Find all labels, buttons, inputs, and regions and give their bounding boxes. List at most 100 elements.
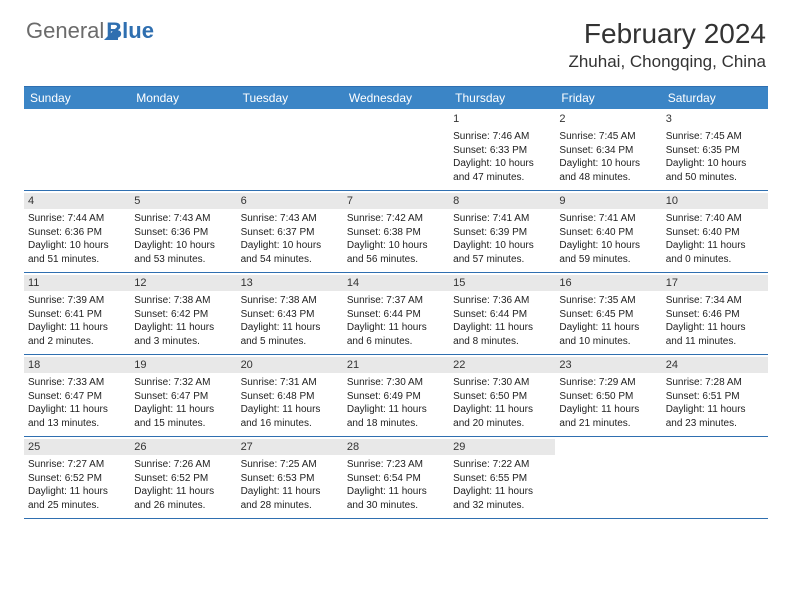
day-number-row: 22	[449, 357, 555, 373]
weekday-sunday: Sunday	[24, 87, 130, 109]
weekday-thursday: Thursday	[449, 87, 555, 109]
weekday-tuesday: Tuesday	[237, 87, 343, 109]
day-sr: Sunrise: 7:26 AM	[134, 458, 232, 472]
day-cell-empty	[130, 109, 236, 190]
day-d2: and 11 minutes.	[666, 335, 764, 349]
day-cell-21: 21Sunrise: 7:30 AMSunset: 6:49 PMDayligh…	[343, 355, 449, 436]
day-cell-empty	[662, 437, 768, 518]
day-ss: Sunset: 6:55 PM	[453, 472, 551, 486]
day-d2: and 3 minutes.	[134, 335, 232, 349]
day-ss: Sunset: 6:38 PM	[347, 226, 445, 240]
day-d2: and 0 minutes.	[666, 253, 764, 267]
weekday-saturday: Saturday	[662, 87, 768, 109]
day-sr: Sunrise: 7:22 AM	[453, 458, 551, 472]
day-number: 14	[347, 277, 445, 289]
day-number-row: 8	[449, 193, 555, 209]
day-d2: and 53 minutes.	[134, 253, 232, 267]
day-d1: Daylight: 10 hours	[134, 239, 232, 253]
day-sr: Sunrise: 7:30 AM	[453, 376, 551, 390]
day-sr: Sunrise: 7:44 AM	[28, 212, 126, 226]
day-cell-22: 22Sunrise: 7:30 AMSunset: 6:50 PMDayligh…	[449, 355, 555, 436]
day-cell-empty	[237, 109, 343, 190]
day-ss: Sunset: 6:54 PM	[347, 472, 445, 486]
day-number: 6	[241, 195, 339, 207]
day-cell-empty	[555, 437, 661, 518]
day-number: 21	[347, 359, 445, 371]
day-sr: Sunrise: 7:43 AM	[241, 212, 339, 226]
day-ss: Sunset: 6:53 PM	[241, 472, 339, 486]
day-sr: Sunrise: 7:36 AM	[453, 294, 551, 308]
day-ss: Sunset: 6:47 PM	[134, 390, 232, 404]
day-number-row: 1	[449, 111, 555, 127]
day-number: 18	[28, 359, 126, 371]
day-sr: Sunrise: 7:38 AM	[241, 294, 339, 308]
day-ss: Sunset: 6:34 PM	[559, 144, 657, 158]
day-ss: Sunset: 6:44 PM	[453, 308, 551, 322]
day-number: 10	[666, 195, 764, 207]
day-d1: Daylight: 10 hours	[241, 239, 339, 253]
day-d2: and 8 minutes.	[453, 335, 551, 349]
logo-text-2: Blue	[106, 18, 154, 44]
day-d1: Daylight: 11 hours	[28, 403, 126, 417]
day-number: 12	[134, 277, 232, 289]
day-ss: Sunset: 6:50 PM	[453, 390, 551, 404]
day-d2: and 30 minutes.	[347, 499, 445, 513]
day-number-row: 26	[130, 439, 236, 455]
day-cell-29: 29Sunrise: 7:22 AMSunset: 6:55 PMDayligh…	[449, 437, 555, 518]
day-sr: Sunrise: 7:32 AM	[134, 376, 232, 390]
day-cell-16: 16Sunrise: 7:35 AMSunset: 6:45 PMDayligh…	[555, 273, 661, 354]
week-row: 11Sunrise: 7:39 AMSunset: 6:41 PMDayligh…	[24, 273, 768, 355]
day-cell-3: 3Sunrise: 7:45 AMSunset: 6:35 PMDaylight…	[662, 109, 768, 190]
day-number-row: 28	[343, 439, 449, 455]
day-d1: Daylight: 10 hours	[453, 239, 551, 253]
day-sr: Sunrise: 7:38 AM	[134, 294, 232, 308]
day-number: 5	[134, 195, 232, 207]
day-d1: Daylight: 10 hours	[453, 157, 551, 171]
day-cell-19: 19Sunrise: 7:32 AMSunset: 6:47 PMDayligh…	[130, 355, 236, 436]
day-cell-9: 9Sunrise: 7:41 AMSunset: 6:40 PMDaylight…	[555, 191, 661, 272]
day-number-row: 23	[555, 357, 661, 373]
day-ss: Sunset: 6:36 PM	[134, 226, 232, 240]
day-d2: and 54 minutes.	[241, 253, 339, 267]
location: Zhuhai, Chongqing, China	[568, 52, 766, 72]
day-number-row: 14	[343, 275, 449, 291]
day-number-row: 29	[449, 439, 555, 455]
day-number-row: 5	[130, 193, 236, 209]
day-number: 15	[453, 277, 551, 289]
day-sr: Sunrise: 7:35 AM	[559, 294, 657, 308]
day-sr: Sunrise: 7:45 AM	[666, 130, 764, 144]
weekday-friday: Friday	[555, 87, 661, 109]
day-d2: and 5 minutes.	[241, 335, 339, 349]
day-sr: Sunrise: 7:29 AM	[559, 376, 657, 390]
day-d1: Daylight: 11 hours	[28, 485, 126, 499]
day-number: 16	[559, 277, 657, 289]
weekday-wednesday: Wednesday	[343, 87, 449, 109]
day-number-row: 2	[555, 111, 661, 127]
day-ss: Sunset: 6:47 PM	[28, 390, 126, 404]
day-cell-28: 28Sunrise: 7:23 AMSunset: 6:54 PMDayligh…	[343, 437, 449, 518]
day-d2: and 6 minutes.	[347, 335, 445, 349]
day-ss: Sunset: 6:37 PM	[241, 226, 339, 240]
day-number-row: 15	[449, 275, 555, 291]
day-sr: Sunrise: 7:45 AM	[559, 130, 657, 144]
day-cell-2: 2Sunrise: 7:45 AMSunset: 6:34 PMDaylight…	[555, 109, 661, 190]
day-ss: Sunset: 6:40 PM	[666, 226, 764, 240]
day-number: 8	[453, 195, 551, 207]
day-cell-27: 27Sunrise: 7:25 AMSunset: 6:53 PMDayligh…	[237, 437, 343, 518]
day-sr: Sunrise: 7:30 AM	[347, 376, 445, 390]
day-ss: Sunset: 6:40 PM	[559, 226, 657, 240]
logo: General Blue	[26, 18, 154, 44]
day-sr: Sunrise: 7:28 AM	[666, 376, 764, 390]
day-d2: and 15 minutes.	[134, 417, 232, 431]
day-number: 17	[666, 277, 764, 289]
day-number-row: 6	[237, 193, 343, 209]
week-row: 25Sunrise: 7:27 AMSunset: 6:52 PMDayligh…	[24, 437, 768, 519]
day-cell-15: 15Sunrise: 7:36 AMSunset: 6:44 PMDayligh…	[449, 273, 555, 354]
day-ss: Sunset: 6:33 PM	[453, 144, 551, 158]
day-sr: Sunrise: 7:40 AM	[666, 212, 764, 226]
day-cell-26: 26Sunrise: 7:26 AMSunset: 6:52 PMDayligh…	[130, 437, 236, 518]
day-d1: Daylight: 10 hours	[28, 239, 126, 253]
day-cell-6: 6 Sunrise: 7:43 AMSunset: 6:37 PMDaylight…	[237, 191, 343, 272]
day-d1: Daylight: 11 hours	[666, 403, 764, 417]
day-number: 24	[666, 359, 764, 371]
